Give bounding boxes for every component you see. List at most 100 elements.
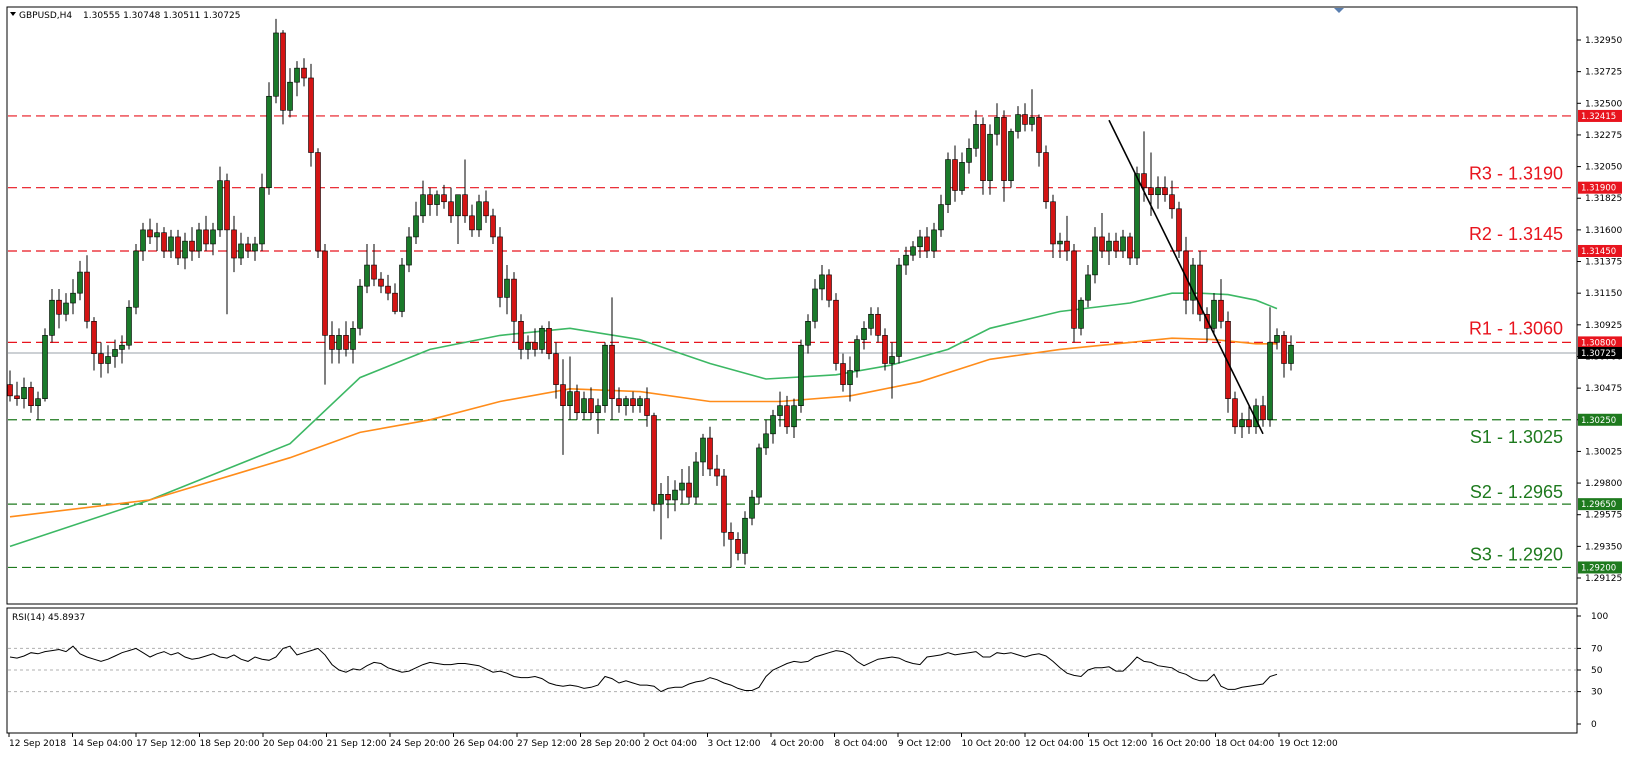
- y-tick-label: 1.29575: [1585, 511, 1622, 521]
- candle-body: [175, 236, 181, 259]
- candle-body: [462, 194, 468, 217]
- candle-body: [735, 539, 741, 554]
- candle-body: [287, 81, 293, 111]
- candle-body: [819, 274, 825, 290]
- x-tick-label: 12 Sep 2018: [9, 739, 66, 749]
- x-tick-label: 20 Sep 04:00: [263, 739, 323, 749]
- rsi-indicator: 100 70 50 30 0: [8, 612, 1608, 730]
- candle-body: [280, 32, 286, 111]
- candle-body: [966, 148, 972, 163]
- candle-body: [623, 398, 629, 406]
- level-label-s1: S1 - 1.3025: [1470, 427, 1563, 447]
- candle-body: [301, 67, 307, 79]
- candle-body: [896, 264, 902, 357]
- candle-body: [336, 335, 342, 350]
- candle-body: [315, 152, 321, 252]
- candle-body: [420, 194, 426, 217]
- candle-body: [1169, 194, 1175, 210]
- level-label-r3: R3 - 1.3190: [1469, 164, 1563, 184]
- candle-body: [1225, 321, 1231, 399]
- rsi-line: [9, 645, 1278, 693]
- level-label-s3: S3 - 1.2920: [1470, 544, 1563, 564]
- candle-body: [168, 236, 174, 252]
- rsi-tick-label: 70: [1591, 644, 1603, 654]
- candle-body: [35, 398, 41, 406]
- price-tag-extra-0: 1.32415: [1581, 112, 1616, 122]
- y-tick-label: 1.31600: [1585, 226, 1622, 236]
- candle-body: [1134, 173, 1140, 259]
- x-tick-label: 8 Oct 04:00: [835, 739, 888, 749]
- candle-body: [784, 405, 790, 428]
- x-tick-label: 19 Oct 12:00: [1279, 739, 1338, 749]
- candle-body: [756, 447, 762, 498]
- x-tick-label: 26 Sep 04:00: [454, 739, 514, 749]
- rsi-tick-label: 0: [1591, 720, 1597, 730]
- candle-body: [707, 437, 713, 470]
- rsi-label: RSI(14) 45.8937: [12, 613, 85, 623]
- candle-body: [343, 335, 349, 350]
- candle-body: [812, 288, 818, 322]
- candle-body: [42, 335, 48, 399]
- candle-body: [273, 32, 279, 97]
- y-tick-label: 1.31150: [1585, 289, 1622, 299]
- price-tag-r2: 1.31450: [1581, 247, 1616, 257]
- price-tag-s2-bg: [1578, 498, 1622, 511]
- candle-body: [140, 229, 146, 252]
- candle-body: [385, 285, 391, 294]
- candle-body: [791, 405, 797, 428]
- candle-body: [1260, 405, 1266, 421]
- candle-body: [56, 299, 62, 315]
- candle-body: [560, 384, 566, 406]
- candle-body: [217, 180, 223, 231]
- x-tick-label: 17 Sep 12:00: [136, 739, 196, 749]
- candle-body: [189, 240, 195, 252]
- candle-body: [210, 229, 216, 245]
- collapse-triangle-icon[interactable]: [10, 12, 16, 16]
- candle-body: [1232, 398, 1238, 428]
- candle-body: [1239, 419, 1245, 428]
- candle-body: [63, 302, 69, 315]
- candle-body: [952, 159, 958, 191]
- x-tick-label: 14 Sep 04:00: [73, 739, 133, 749]
- symbol-label: GBPUSD,H4: [19, 11, 72, 21]
- candle-body: [203, 229, 209, 245]
- candle-body: [1155, 187, 1161, 196]
- candle-body: [518, 321, 524, 350]
- candle-body: [1008, 131, 1014, 181]
- candle-body: [616, 398, 622, 406]
- candle-body: [322, 250, 328, 336]
- candle-body: [805, 321, 811, 346]
- candle-body: [1281, 335, 1287, 364]
- x-tick-label: 24 Sep 20:00: [390, 739, 450, 749]
- trendline: [1108, 119, 1264, 435]
- candle-body: [476, 201, 482, 231]
- candle-body: [1218, 299, 1224, 322]
- candle-body: [938, 204, 944, 231]
- candle-body: [798, 344, 804, 406]
- candle-body: [1288, 344, 1294, 364]
- candle-body: [1022, 114, 1028, 125]
- x-tick-label: 16 Oct 20:00: [1152, 739, 1211, 749]
- candle-body: [497, 236, 503, 298]
- candle-body: [567, 391, 573, 406]
- candle-body: [399, 264, 405, 312]
- candle-body: [238, 243, 244, 259]
- candle-body: [532, 342, 538, 350]
- candle-body: [434, 194, 440, 205]
- price-tag-r2-bg: [1578, 244, 1622, 257]
- shift-marker-icon[interactable]: [1334, 8, 1344, 13]
- candle-body: [1071, 250, 1077, 329]
- x-tick-label: 2 Oct 04:00: [644, 739, 697, 749]
- y-tick-label: 1.32725: [1585, 68, 1622, 78]
- candle-body: [266, 95, 272, 188]
- candle-body: [637, 398, 643, 406]
- candle-body: [700, 437, 706, 463]
- ohlc-values: 1.30555 1.30748 1.30511 1.30725: [83, 11, 240, 21]
- candle-body: [98, 353, 104, 364]
- candle-body: [854, 339, 860, 371]
- candle-body: [91, 321, 97, 354]
- candle-body: [777, 405, 783, 416]
- candle-body: [525, 342, 531, 350]
- level-label-r2: R2 - 1.3145: [1469, 224, 1563, 244]
